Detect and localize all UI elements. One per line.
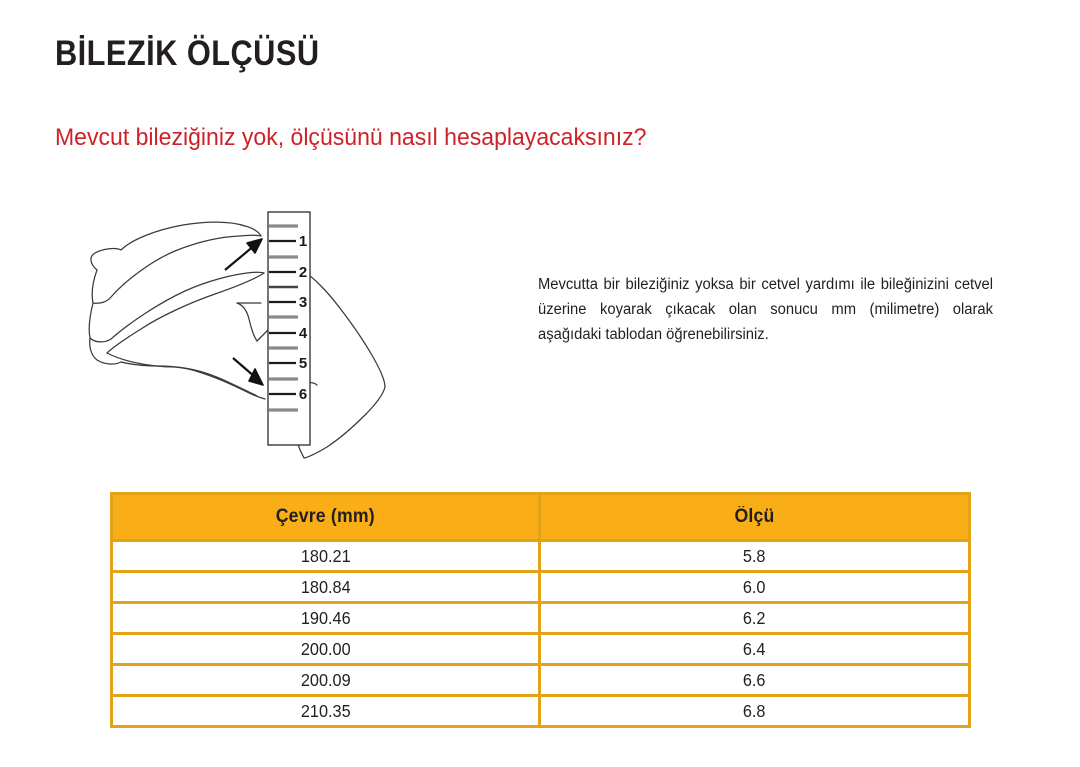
cell-size: 6.4 xyxy=(538,632,971,666)
cell-circumference-value: 200.09 xyxy=(300,669,351,690)
cell-circumference: 200.00 xyxy=(110,632,541,666)
table-row: 180.84 6.0 xyxy=(110,570,971,604)
cell-circumference: 210.35 xyxy=(110,694,541,728)
cell-circumference-value: 180.21 xyxy=(300,545,351,566)
cell-size-value: 6.4 xyxy=(743,638,766,659)
cell-circumference: 190.46 xyxy=(110,601,541,635)
cell-size: 6.0 xyxy=(538,570,971,604)
cell-size: 6.6 xyxy=(538,663,971,697)
column-header-size-label: Ölçü xyxy=(734,506,775,527)
column-header-circumference-label: Çevre (mm) xyxy=(275,506,376,527)
table-body: 180.21 5.8 180.84 6.0 190.46 6.2 200.00 … xyxy=(110,539,971,728)
column-header-circumference: Çevre (mm) xyxy=(110,492,541,542)
ruler-label-3: 3 xyxy=(299,294,307,311)
ruler-label-2: 2 xyxy=(299,264,307,281)
cell-circumference: 200.09 xyxy=(110,663,541,697)
ruler-number-labels: 1 2 3 4 5 6 xyxy=(299,233,308,403)
cell-size: 6.2 xyxy=(538,601,971,635)
cell-circumference: 180.84 xyxy=(110,570,541,604)
cell-circumference-value: 190.46 xyxy=(300,607,351,628)
cell-size-value: 6.0 xyxy=(743,576,766,597)
instruction-paragraph: Mevcutta bir bileziğiniz yoksa bir cetve… xyxy=(538,276,994,344)
cell-circumference-value: 210.35 xyxy=(300,700,351,721)
ruler-label-5: 5 xyxy=(299,355,307,372)
hand-outline-group xyxy=(88,221,386,459)
ruler-label-6: 6 xyxy=(299,386,307,403)
column-header-size: Ölçü xyxy=(538,492,971,542)
hand-ruler-svg: 1 2 3 4 5 6 xyxy=(88,211,386,459)
ruler-ticks xyxy=(269,224,298,412)
cell-size: 6.8 xyxy=(538,694,971,728)
upper-arrow-icon xyxy=(224,238,263,271)
cell-circumference-value: 200.00 xyxy=(300,638,351,659)
table-header: Çevre (mm) Ölçü xyxy=(110,492,971,542)
page-title: BİLEZİK ÖLÇÜSÜ xyxy=(55,34,320,73)
table-row: 180.21 5.8 xyxy=(110,539,971,573)
cell-circumference-value: 180.84 xyxy=(300,576,351,597)
ruler-label-1: 1 xyxy=(299,233,307,250)
subtitle-question: Mevcut bileziğiniz yok, ölçüsünü nasıl h… xyxy=(55,124,647,151)
table-header-row: Çevre (mm) Ölçü xyxy=(110,492,971,542)
table-row: 200.09 6.6 xyxy=(110,663,971,697)
lower-arrow-icon xyxy=(232,357,264,386)
cell-circumference: 180.21 xyxy=(110,539,541,573)
ruler-body xyxy=(267,211,311,446)
table-row: 200.00 6.4 xyxy=(110,632,971,666)
ruler-label-4: 4 xyxy=(299,325,308,342)
table-row: 190.46 6.2 xyxy=(110,601,971,635)
cell-size-value: 5.8 xyxy=(743,545,766,566)
table-row: 210.35 6.8 xyxy=(110,694,971,728)
cell-size-value: 6.6 xyxy=(743,669,766,690)
hand-ruler-illustration: 1 2 3 4 5 6 xyxy=(55,195,455,470)
cell-size-value: 6.2 xyxy=(743,607,766,628)
bracelet-size-table: Çevre (mm) Ölçü 180.21 5.8 180.84 6.0 19… xyxy=(110,492,971,728)
cell-size: 5.8 xyxy=(538,539,971,573)
cell-size-value: 6.8 xyxy=(743,700,766,721)
